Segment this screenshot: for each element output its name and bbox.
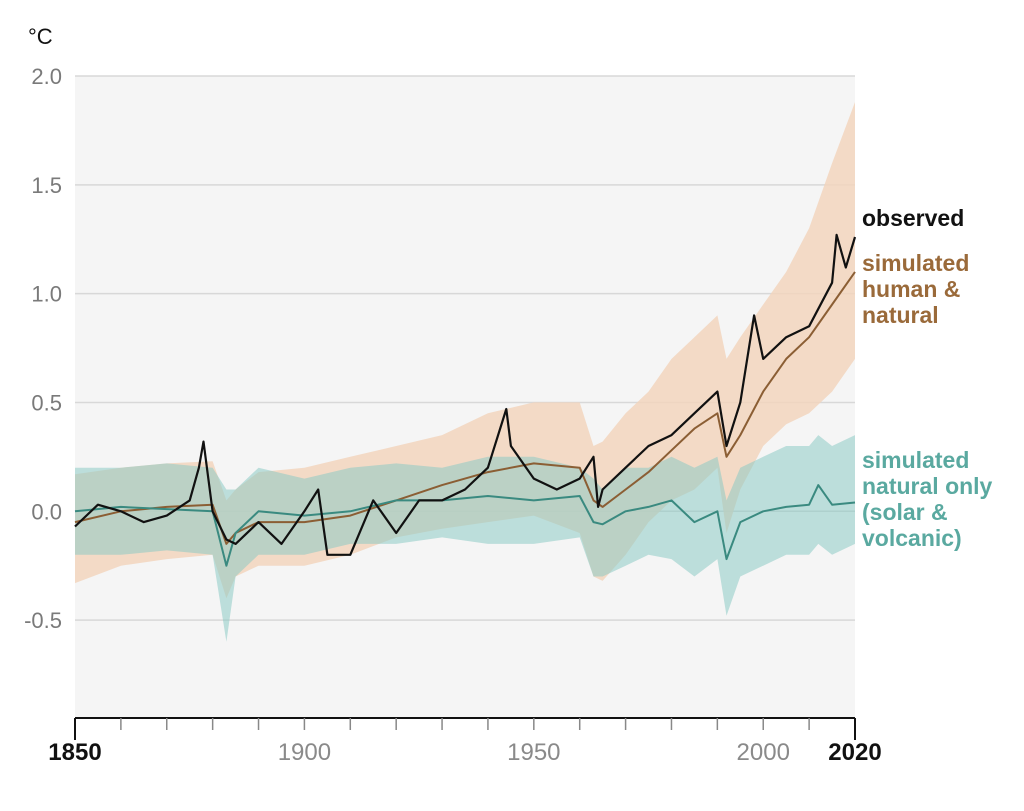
- x-tick-label: 1900: [278, 739, 331, 766]
- series-line-human-natural: [74, 271, 856, 545]
- series-line-observed: [74, 233, 857, 556]
- uncertainty-bands: [75, 102, 855, 642]
- band-natural-only: [75, 435, 855, 642]
- x-axis-ticks: 1850 1900 1950 2000 2020: [48, 739, 881, 766]
- y-tick-label: 1.5: [31, 173, 62, 198]
- legend-label-line: simulated: [862, 250, 969, 276]
- series-line-natural-only: [74, 484, 856, 567]
- y-tick-label: 0.5: [31, 390, 62, 415]
- y-tick-label: 0.0: [31, 499, 62, 524]
- y-axis-ticks: 2.0 1.5 1.0 0.5 0.0 -0.5: [24, 64, 62, 633]
- legend-label-line: natural: [862, 302, 939, 328]
- series-lines: [74, 233, 857, 567]
- y-tick-label: 1.0: [31, 282, 62, 307]
- y-tick-label: -0.5: [24, 608, 62, 633]
- x-axis: [74, 717, 856, 740]
- x-tick-label: 2020: [828, 739, 881, 766]
- x-tick-label: 1850: [48, 739, 101, 766]
- legend-label-line: simulated: [862, 447, 969, 473]
- legend-label-line: natural only: [862, 473, 993, 499]
- x-tick-label: 1950: [507, 739, 560, 766]
- legend-label-line: human &: [862, 276, 960, 302]
- x-tick-label: 2000: [737, 739, 790, 766]
- legend-item-observed: observed: [862, 205, 964, 231]
- legend-label-line: observed: [862, 205, 964, 231]
- gridlines: [75, 75, 855, 621]
- legend-label-line: (solar &: [862, 499, 948, 525]
- legend-label-line: volcanic): [862, 525, 962, 551]
- y-axis-unit-label: °C: [28, 24, 53, 49]
- y-tick-label: 2.0: [31, 64, 62, 89]
